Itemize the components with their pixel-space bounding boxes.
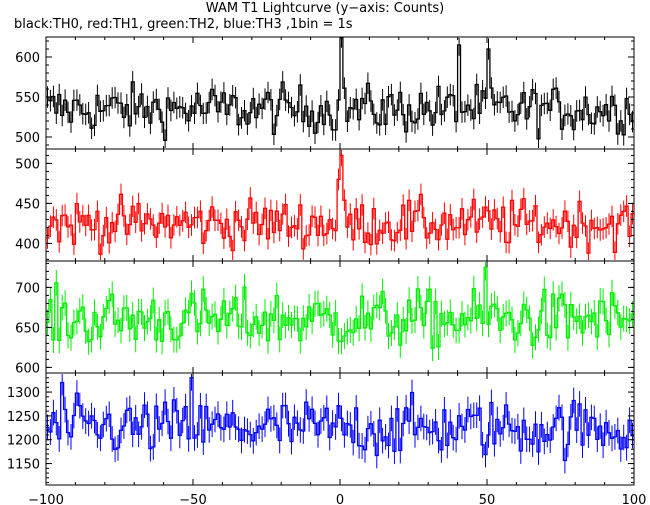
series-TH0-line <box>46 37 634 141</box>
series-TH3-errorbars <box>47 374 633 474</box>
y-tick-label: 1250 <box>7 410 40 425</box>
y-tick-label: 600 <box>15 361 40 376</box>
y-tick-label: 600 <box>15 51 40 66</box>
series-TH2-line <box>46 266 634 349</box>
y-tick-label: 500 <box>15 157 40 172</box>
y-tick-label: 400 <box>15 237 40 252</box>
x-tick-label: 50 <box>479 493 496 505</box>
series-TH3-line <box>46 377 634 462</box>
y-tick-label: 1300 <box>7 386 40 401</box>
y-tick-label: 650 <box>15 321 40 336</box>
y-tick-label: 700 <box>15 281 40 296</box>
x-tick-label: 100 <box>622 493 647 505</box>
y-tick-label: 1200 <box>7 434 40 449</box>
y-tick-label: 450 <box>15 197 40 212</box>
x-tick-label: 0 <box>336 493 344 505</box>
x-tick-label: −50 <box>179 493 206 505</box>
y-tick-label: 500 <box>15 131 40 146</box>
chart-subtitle: black:TH0, red:TH1, green:TH2, blue:TH3 … <box>14 17 353 32</box>
chart-title: WAM T1 Lightcurve (y−axis: Counts) <box>205 1 445 16</box>
x-tick-label: −100 <box>28 493 64 505</box>
series-TH1-line <box>46 154 634 255</box>
series-TH2-errorbars <box>47 262 633 362</box>
y-tick-label: 1150 <box>7 458 40 473</box>
y-tick-label: 550 <box>15 91 40 106</box>
